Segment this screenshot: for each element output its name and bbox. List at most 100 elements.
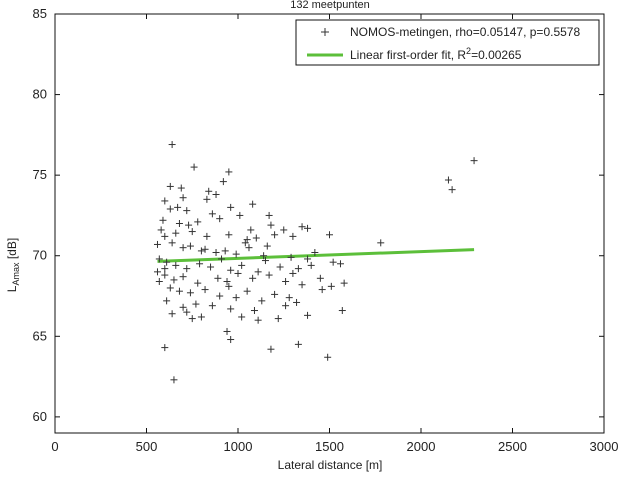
data-point bbox=[194, 218, 202, 226]
data-point bbox=[227, 305, 235, 313]
data-point bbox=[153, 268, 161, 276]
data-point bbox=[227, 203, 235, 211]
data-point bbox=[258, 297, 266, 305]
data-point bbox=[227, 336, 235, 344]
data-point bbox=[336, 260, 344, 268]
y-axis-label-unit: [dB] bbox=[5, 238, 19, 263]
data-point bbox=[311, 249, 319, 257]
data-point bbox=[183, 265, 191, 273]
data-point bbox=[161, 271, 169, 279]
data-point bbox=[168, 141, 176, 149]
data-point bbox=[161, 232, 169, 240]
x-axis-label: Lateral distance [m] bbox=[278, 458, 383, 472]
data-point bbox=[271, 231, 279, 239]
data-point bbox=[280, 226, 288, 234]
data-point bbox=[249, 274, 257, 282]
data-point bbox=[196, 260, 204, 268]
data-point bbox=[304, 311, 312, 319]
data-point bbox=[201, 286, 209, 294]
data-point bbox=[208, 302, 216, 310]
fit-line-layer bbox=[157, 248, 475, 263]
data-point bbox=[161, 197, 169, 205]
data-point bbox=[155, 278, 163, 286]
data-point bbox=[377, 239, 385, 247]
data-point bbox=[238, 313, 246, 321]
y-tick-label: 75 bbox=[33, 167, 47, 182]
data-point bbox=[208, 210, 216, 218]
data-point bbox=[179, 273, 187, 281]
data-point bbox=[232, 294, 240, 302]
data-point bbox=[179, 303, 187, 311]
data-point bbox=[263, 242, 271, 250]
data-point bbox=[177, 184, 185, 192]
data-point bbox=[170, 376, 178, 384]
data-point bbox=[241, 239, 249, 247]
data-point bbox=[186, 242, 194, 250]
data-point bbox=[265, 211, 273, 219]
data-point bbox=[267, 221, 275, 229]
y-tick-label: 80 bbox=[33, 87, 47, 102]
data-point bbox=[338, 307, 346, 315]
data-point bbox=[232, 250, 240, 258]
data-point bbox=[205, 187, 213, 195]
x-tick-label: 0 bbox=[51, 439, 58, 454]
data-point bbox=[254, 316, 262, 324]
legend: NOMOS-metingen, rho=0.05147, p=0.5578 Li… bbox=[295, 19, 600, 66]
data-point bbox=[186, 289, 194, 297]
data-point bbox=[174, 203, 182, 211]
data-point bbox=[293, 298, 301, 306]
data-point bbox=[276, 263, 284, 271]
x-axis: 0 500 1000 1500 2000 2500 3000 bbox=[51, 14, 618, 454]
data-point bbox=[203, 232, 211, 240]
data-point bbox=[168, 239, 176, 247]
data-point bbox=[166, 182, 174, 190]
data-point bbox=[236, 211, 244, 219]
data-point bbox=[212, 249, 220, 257]
data-point bbox=[252, 234, 260, 242]
fit-line bbox=[157, 248, 475, 263]
data-point bbox=[234, 269, 242, 277]
data-point bbox=[223, 278, 231, 286]
data-points bbox=[153, 141, 478, 384]
data-point bbox=[172, 261, 180, 269]
y-axis: 60 65 70 75 80 85 bbox=[33, 6, 604, 424]
y-axis-label: LAmax [dB] bbox=[5, 238, 21, 292]
data-point bbox=[159, 216, 167, 224]
data-point bbox=[218, 255, 226, 263]
data-point bbox=[161, 265, 169, 273]
data-point bbox=[245, 244, 253, 252]
data-point bbox=[214, 274, 222, 282]
data-point bbox=[289, 232, 297, 240]
data-point bbox=[223, 327, 231, 335]
data-point bbox=[212, 190, 220, 198]
data-point bbox=[188, 228, 196, 236]
data-point bbox=[155, 255, 163, 263]
legend-marker-scatter bbox=[321, 28, 329, 36]
data-point bbox=[201, 245, 209, 253]
data-point bbox=[166, 284, 174, 292]
data-point bbox=[274, 315, 282, 323]
data-point bbox=[225, 231, 233, 239]
data-point bbox=[298, 281, 306, 289]
x-tick-label: 2000 bbox=[407, 439, 436, 454]
data-point bbox=[207, 263, 215, 271]
data-point bbox=[304, 255, 312, 263]
data-point bbox=[294, 265, 302, 273]
data-point bbox=[261, 257, 269, 265]
data-point bbox=[282, 278, 290, 286]
x-tick-label: 500 bbox=[136, 439, 158, 454]
data-point bbox=[192, 300, 200, 308]
data-point bbox=[326, 231, 333, 239]
data-point bbox=[153, 240, 161, 248]
data-point bbox=[219, 178, 227, 186]
data-point bbox=[225, 168, 233, 176]
data-point bbox=[260, 252, 268, 260]
data-point bbox=[298, 223, 306, 231]
data-point bbox=[329, 258, 337, 266]
data-point bbox=[444, 176, 452, 184]
y-tick-label: 70 bbox=[33, 248, 47, 263]
data-point bbox=[203, 195, 211, 203]
data-point bbox=[225, 282, 233, 290]
data-point bbox=[316, 274, 324, 282]
